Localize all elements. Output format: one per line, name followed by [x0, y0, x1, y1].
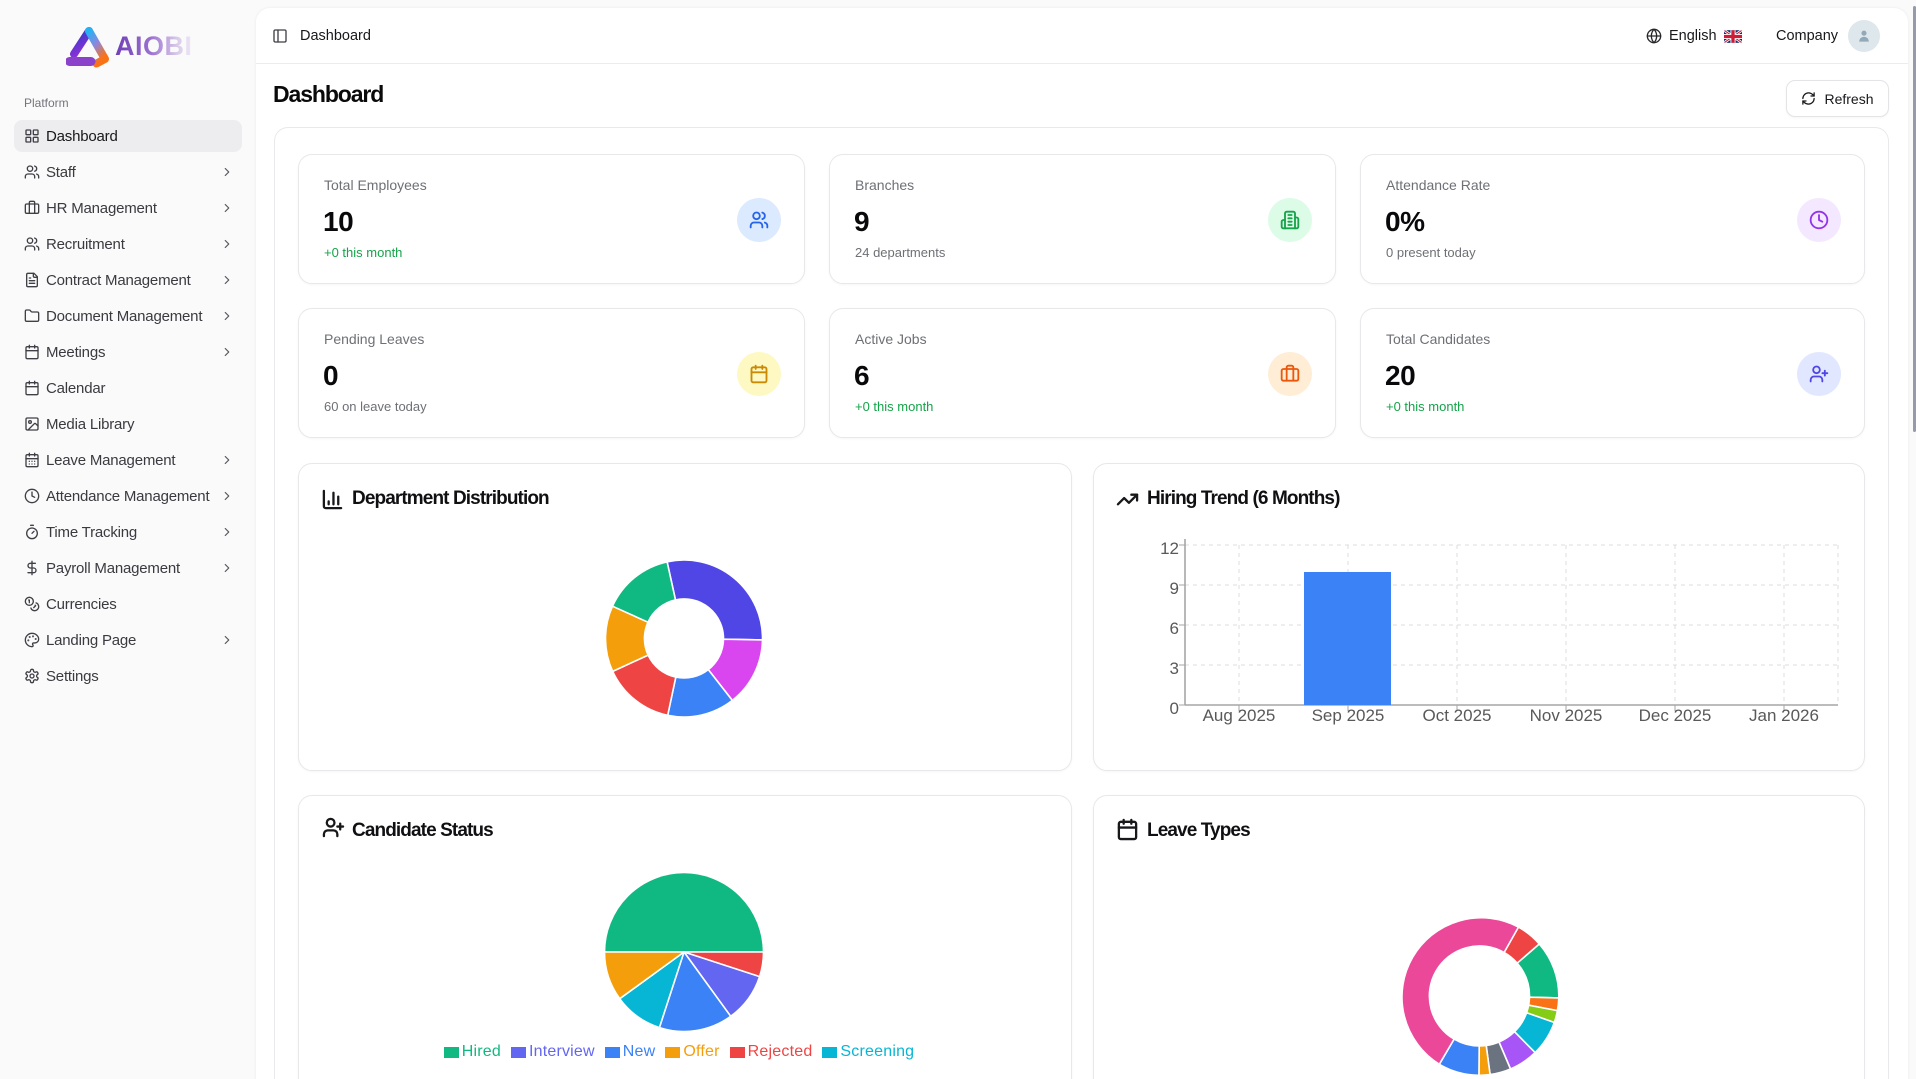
svg-text:Aug 2025: Aug 2025 — [1203, 706, 1276, 725]
svg-text:Nov 2025: Nov 2025 — [1530, 706, 1603, 725]
svg-text:9: 9 — [1170, 579, 1179, 598]
svg-text:Dec 2025: Dec 2025 — [1639, 706, 1712, 725]
svg-text:0: 0 — [1170, 699, 1179, 718]
svg-text:Oct 2025: Oct 2025 — [1423, 706, 1492, 725]
svg-text:Jan 2026: Jan 2026 — [1749, 706, 1819, 725]
svg-text:12: 12 — [1160, 539, 1179, 558]
svg-text:6: 6 — [1170, 619, 1179, 638]
svg-text:Sep 2025: Sep 2025 — [1312, 706, 1385, 725]
svg-text:3: 3 — [1170, 659, 1179, 678]
